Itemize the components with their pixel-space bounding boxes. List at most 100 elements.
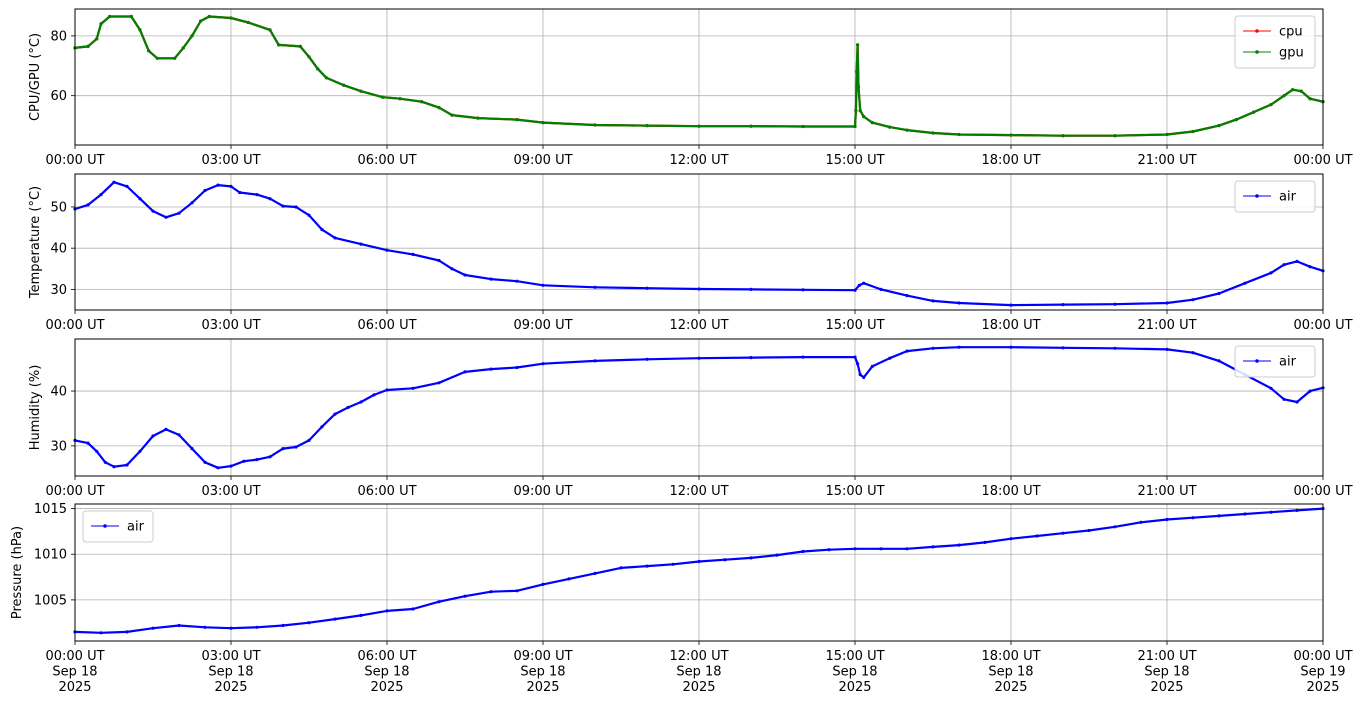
data-point — [858, 109, 862, 113]
y-tick-label: 30 — [50, 439, 67, 454]
data-point — [268, 197, 272, 201]
data-point — [854, 109, 858, 113]
data-point — [411, 607, 415, 611]
data-point — [190, 447, 194, 451]
y-tick-label: 30 — [50, 283, 67, 298]
data-point — [1282, 263, 1286, 267]
data-point — [645, 286, 649, 290]
data-point — [99, 22, 103, 26]
data-point — [856, 85, 861, 89]
data-point — [957, 345, 961, 349]
axes-frame — [74, 8, 1324, 146]
data-point — [905, 128, 909, 132]
y-tick-label: 60 — [50, 89, 67, 104]
data-point — [229, 464, 233, 468]
data-point — [1113, 346, 1117, 350]
data-point — [333, 236, 337, 240]
data-point — [359, 242, 363, 246]
data-point — [931, 131, 935, 135]
y-tick-label: 1010 — [34, 548, 67, 563]
data-point — [255, 625, 259, 629]
data-point — [567, 577, 571, 581]
x-tick-label: 03:00 UT — [201, 484, 260, 499]
data-point — [346, 405, 350, 410]
data-point — [463, 273, 467, 277]
data-point — [125, 463, 129, 467]
data-point — [242, 459, 246, 463]
data-point — [307, 55, 311, 59]
data-point — [697, 124, 701, 128]
x-tick-label: 03:00 UT — [201, 318, 260, 333]
data-point — [281, 204, 285, 208]
data-point — [489, 277, 493, 281]
data-point — [229, 184, 233, 188]
x-tick-label: 06:00 UT — [357, 318, 416, 333]
data-point — [801, 288, 805, 292]
legend-box — [1234, 180, 1316, 213]
data-point — [1269, 510, 1273, 514]
data-point — [199, 19, 203, 23]
data-point — [1282, 94, 1286, 98]
data-point — [1113, 525, 1117, 529]
legend-label-air: air — [127, 520, 145, 535]
data-point — [697, 356, 701, 360]
data-point — [1299, 89, 1303, 93]
data-point — [138, 197, 142, 201]
data-point — [324, 76, 328, 80]
data-point — [320, 425, 324, 429]
x-tick-label: 12:00 UT — [669, 153, 728, 168]
x-tick-label: 06:00 UT — [357, 484, 416, 499]
data-point — [294, 445, 298, 449]
data-point — [931, 545, 935, 549]
data-point — [905, 294, 909, 298]
data-point — [1234, 118, 1238, 122]
data-point — [177, 623, 181, 628]
data-point — [593, 123, 597, 127]
data-point — [489, 367, 493, 371]
series-markers-gpu — [73, 14, 1325, 138]
data-point — [857, 283, 861, 287]
data-point — [1217, 124, 1221, 128]
data-point — [671, 562, 675, 566]
x-tick-label: 09:00 UT — [513, 318, 572, 333]
legend-marker-cpu — [1255, 29, 1259, 33]
data-point — [437, 258, 441, 263]
series-line-air — [74, 181, 1324, 307]
data-point — [827, 548, 831, 552]
x-tick-label: 06:00 UT Sep 18 2025 — [357, 649, 416, 695]
x-tick-label: 00:00 UT Sep 19 2025 — [1293, 649, 1352, 695]
data-point — [437, 381, 441, 385]
data-point — [298, 44, 302, 49]
data-point — [1282, 397, 1286, 401]
data-point — [905, 349, 909, 353]
data-point — [99, 193, 103, 197]
x-tick-label: 18:00 UT Sep 18 2025 — [981, 649, 1040, 695]
data-point — [697, 287, 701, 291]
data-point — [957, 132, 961, 137]
data-point — [86, 203, 90, 207]
data-point — [879, 287, 883, 291]
x-tick-label: 09:00 UT — [513, 484, 572, 499]
data-point — [645, 357, 649, 361]
data-point — [1165, 301, 1169, 305]
data-point — [749, 356, 753, 360]
x-tick-label: 18:00 UT — [981, 484, 1040, 499]
data-point — [1217, 514, 1221, 518]
data-point — [515, 365, 519, 370]
data-point — [359, 89, 363, 93]
data-point — [385, 388, 389, 392]
data-point — [593, 285, 597, 289]
data-point — [858, 373, 862, 377]
data-point — [697, 559, 701, 564]
data-point — [855, 70, 859, 74]
data-point — [125, 184, 129, 188]
data-point — [541, 283, 545, 287]
data-point — [853, 355, 857, 359]
x-tick-label: 03:00 UT Sep 18 2025 — [201, 649, 260, 695]
data-point — [515, 589, 519, 593]
data-point — [333, 617, 337, 621]
data-point — [238, 190, 242, 195]
x-tick-label: 12:00 UT — [669, 318, 728, 333]
data-point — [879, 547, 883, 551]
data-point — [515, 118, 519, 122]
